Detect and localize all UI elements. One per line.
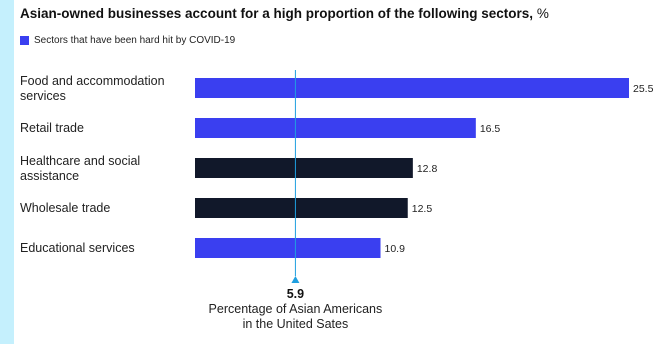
category-label-3-0: Wholesale trade xyxy=(20,201,110,215)
category-label-1-0: Retail trade xyxy=(20,121,84,135)
reference-caption-1: in the United Sates xyxy=(243,317,349,331)
reference-caption-0: Percentage of Asian Americans xyxy=(209,302,383,316)
category-label-0-1: services xyxy=(20,89,66,103)
category-label-0-0: Food and accommodation xyxy=(20,74,165,88)
bar-4 xyxy=(195,238,381,258)
legend-swatch xyxy=(20,36,29,45)
chart-title-unit: % xyxy=(536,6,549,21)
value-label-1: 16.5 xyxy=(480,123,501,135)
value-label-0: 25.5 xyxy=(633,83,654,95)
value-label-2: 12.8 xyxy=(417,163,438,175)
bar-3 xyxy=(195,198,408,218)
reference-value: 5.9 xyxy=(287,287,304,301)
bar-2 xyxy=(195,158,413,178)
category-label-2-1: assistance xyxy=(20,169,79,183)
chart-title: Asian-owned businesses account for a hig… xyxy=(20,6,549,21)
category-label-2-0: Healthcare and social xyxy=(20,154,140,168)
value-label-4: 10.9 xyxy=(385,243,406,255)
bar-0 xyxy=(195,78,629,98)
chart-card: Asian-owned businesses account for a hig… xyxy=(14,0,668,344)
category-label-4-0: Educational services xyxy=(20,241,135,255)
chart-title-text: Asian-owned businesses account for a hig… xyxy=(20,6,534,21)
legend: Sectors that have been hard hit by COVID… xyxy=(20,35,235,46)
bar-1 xyxy=(195,118,476,138)
value-label-3: 12.5 xyxy=(412,203,433,215)
reference-marker xyxy=(291,276,300,283)
legend-label: Sectors that have been hard hit by COVID… xyxy=(34,35,236,46)
